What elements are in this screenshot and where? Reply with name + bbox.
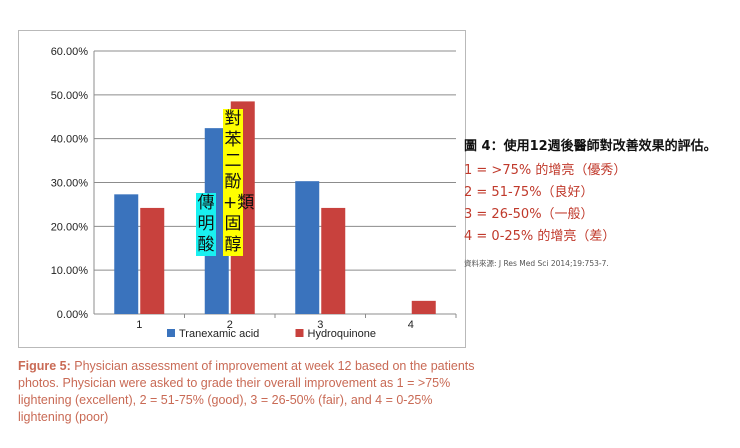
side-panel: 圖 4：使用12週後醫師對改善效果的評估。 1 = >75% 的增亮（優秀） 2… (464, 135, 736, 269)
y-tick-label: 10.00% (51, 265, 89, 277)
side-panel-item-1: 1 = >75% 的增亮（優秀） (464, 163, 627, 178)
y-tick-label: 40.00% (51, 134, 89, 146)
bar-hydroquinone (321, 207, 346, 314)
y-tick-label: 30.00% (51, 178, 89, 190)
bar-tranexamic-acid (295, 181, 320, 314)
y-tick-label: 20.00% (51, 221, 89, 233)
side-panel-source: 資料來源: J Res Med Sci 2014;19:753-7. (464, 259, 609, 268)
x-tick-label: 4 (408, 319, 414, 331)
bar-tranexamic-acid (114, 194, 139, 314)
legend-swatch (295, 329, 304, 337)
side-panel-item-4: 4 = 0-25% 的增亮（差） (464, 229, 616, 244)
side-panel-item-3: 3 = 26-50%（一般） (464, 207, 594, 222)
bar-hydroquinone (411, 300, 436, 314)
side-panel-item-2: 2 = 51-75%（良好） (464, 185, 594, 200)
legend-label: Tranexamic acid (179, 328, 259, 340)
x-tick-label: 1 (136, 319, 142, 331)
legend-swatch (167, 329, 175, 337)
figure-caption: Figure 5: Physician assessment of improv… (18, 358, 480, 426)
chart-frame: 0.00% 10.00% 20.00% 30.00% 40.00% 50.00% 60.00… (18, 30, 466, 348)
figure-caption-label: Figure 5: (18, 359, 71, 373)
y-tick-label: 60.00% (51, 46, 89, 58)
y-tick-label: 50.00% (51, 90, 89, 102)
hydroquinone-steroid-chinese-label: 對苯二酚+類固醇 (223, 109, 255, 256)
tranexamic-acid-chinese-label: 傳明酸 (196, 193, 216, 256)
side-panel-title: 圖 4：使用12週後醫師對改善效果的評估。 (464, 139, 717, 154)
bar-chart: 0.00% 10.00% 20.00% 30.00% 40.00% 50.00% 60.00… (51, 46, 457, 340)
x-tick-label: 3 (317, 319, 323, 331)
y-tick-label: 0.00% (57, 309, 88, 321)
figure-caption-text: Physician assessment of improvement at w… (18, 359, 475, 424)
bar-hydroquinone (140, 207, 165, 314)
x-tick-label: 2 (227, 319, 233, 331)
legend-label: Hydroquinone (308, 328, 377, 340)
